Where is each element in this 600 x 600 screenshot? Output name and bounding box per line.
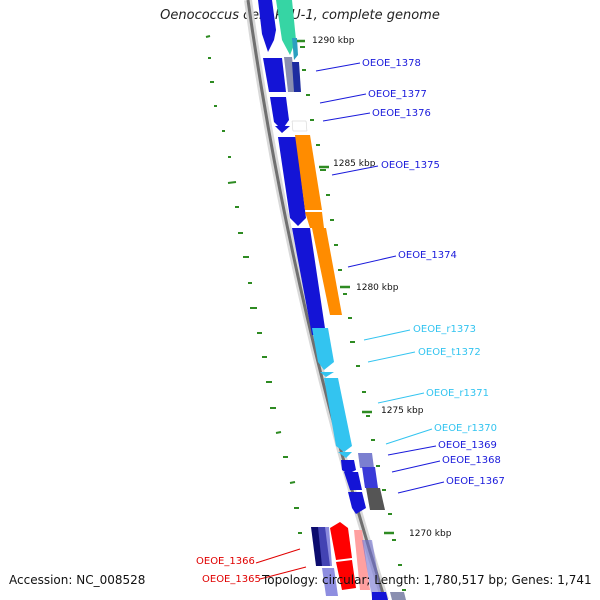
gene-OEOE-1368[interactable] (344, 472, 362, 490)
gene-feature[interactable] (366, 488, 385, 510)
leader-lines (255, 62, 445, 580)
gene-label[interactable]: OEOE_1368 (442, 455, 501, 466)
gc-ticks-outer (205, 35, 302, 534)
gene-OEOE-1375[interactable] (278, 137, 306, 226)
kbp-label-1275: 1275 kbp (381, 406, 424, 416)
gene-label[interactable]: OEOE_1378 (362, 58, 421, 69)
gene-label[interactable]: OEOE_r1373 (413, 324, 476, 335)
gene-orange[interactable] (305, 212, 324, 228)
gene-label[interactable]: OEOE_1374 (398, 250, 457, 261)
gene-feature[interactable] (258, 0, 276, 52)
backbone (244, 0, 389, 600)
gene-label[interactable]: OEOE_r1371 (426, 388, 489, 399)
gene-feature[interactable] (292, 38, 298, 60)
gene-feature[interactable] (390, 592, 406, 600)
gene-orange[interactable] (312, 228, 342, 315)
gene-OEOE-1374[interactable] (292, 228, 326, 335)
gene-OEOE-1377[interactable] (270, 97, 289, 130)
gene-label[interactable]: OEOE_1375 (381, 160, 440, 171)
kbp-label-1280: 1280 kbp (356, 283, 399, 293)
gene-OEOE-r1371[interactable] (324, 378, 352, 452)
gene-feature[interactable] (276, 0, 296, 55)
gene-feature[interactable] (358, 453, 374, 468)
gene-label[interactable]: OEOE_1369 (438, 440, 497, 451)
gene-feature[interactable] (354, 530, 370, 590)
gene-label[interactable]: OEOE_1377 (368, 89, 427, 100)
gene-feature[interactable] (292, 62, 301, 92)
gene-feature[interactable] (362, 467, 378, 488)
gene-OEOE-1365[interactable] (336, 560, 356, 590)
gene-OEOE-1366[interactable] (330, 522, 352, 560)
gene-OEOE-r1373[interactable] (312, 328, 334, 370)
accession-text: Accession: NC_008528 (9, 573, 146, 587)
genome-stats: Topology: circular; Length: 1,780,517 bp… (262, 573, 592, 587)
gene-feature[interactable] (322, 568, 338, 596)
gene-label[interactable]: OEOE_r1370 (434, 423, 497, 434)
kbp-label-1270: 1270 kbp (409, 529, 452, 539)
kbp-label-1290: 1290 kbp (312, 36, 355, 46)
gene-label[interactable]: OEOE_t1372 (418, 347, 481, 358)
gene-label[interactable]: OEOE_1366 (196, 556, 255, 567)
gene-OEOE-t1372[interactable] (320, 372, 334, 377)
gene-label[interactable]: OEOE_1376 (372, 108, 431, 119)
gene-OEOE-1367[interactable] (348, 492, 366, 514)
gene-OEOE-r1370[interactable] (338, 452, 352, 458)
gene-orange[interactable] (295, 135, 322, 210)
kbp-label-1285: 1285 kbp (333, 159, 376, 169)
gene-OEOE-1376[interactable] (275, 126, 290, 133)
gene-label[interactable]: OEOE_1365 (202, 574, 261, 585)
genome-title: Oenococcus oeni PSU-1, complete genome (160, 8, 440, 23)
gene-feature[interactable] (372, 592, 388, 600)
gene-feature[interactable] (291, 120, 308, 132)
gc-ticks-inner (300, 46, 406, 591)
gene-feature[interactable] (318, 527, 332, 566)
gene-OEOE-1378[interactable] (263, 58, 286, 92)
kbp-ticks (297, 39, 394, 535)
gene-feature[interactable] (362, 540, 382, 598)
gene-label[interactable]: OEOE_1367 (446, 476, 505, 487)
gene-OEOE-1369[interactable] (341, 460, 356, 474)
